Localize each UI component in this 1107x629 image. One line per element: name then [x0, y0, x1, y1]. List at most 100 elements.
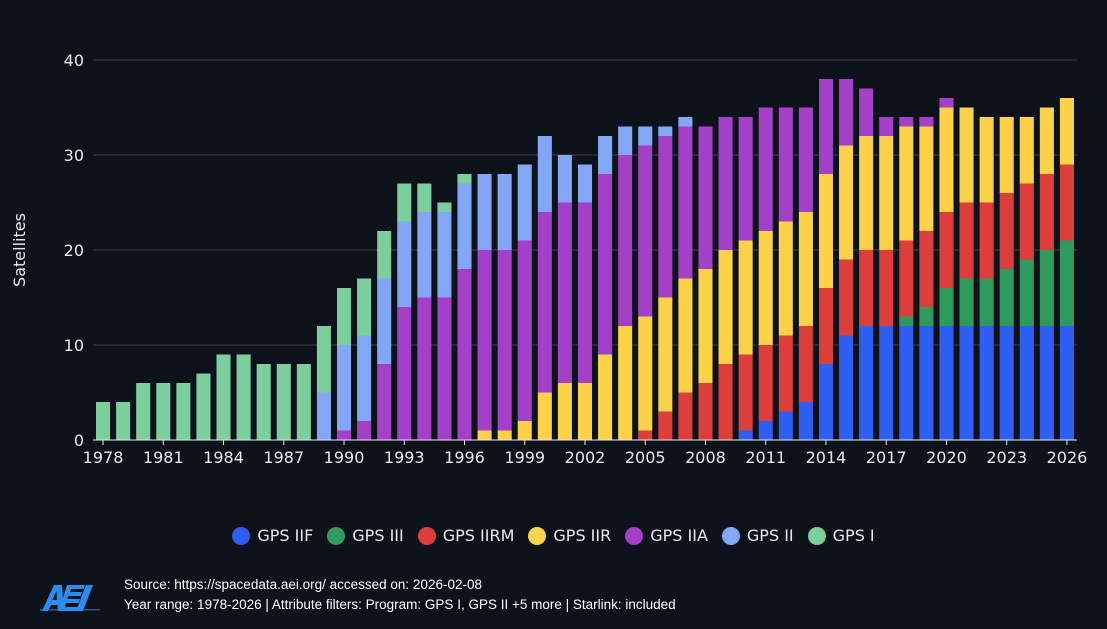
bar-segment-gps-iia-2006	[658, 136, 673, 298]
bar-segment-gps-i-1982	[176, 383, 191, 440]
bar-segment-gps-i-1986	[256, 364, 271, 440]
bar-segment-gps-iir-1997	[477, 430, 492, 440]
bar-segment-gps-ii-1993	[397, 221, 412, 307]
bar-segment-gps-iirm-2019	[919, 231, 934, 307]
legend-label: GPS IIF	[257, 526, 314, 545]
bar-segment-gps-iia-2019	[919, 117, 934, 127]
bar-segment-gps-iir-2018	[899, 126, 914, 241]
legend-item-gps-i[interactable]: GPS I	[807, 526, 875, 545]
bar-segment-gps-iir-2010	[738, 240, 753, 355]
legend-item-gps-iif[interactable]: GPS IIF	[232, 526, 313, 545]
legend-item-gps-iirm[interactable]: GPS IIRM	[417, 526, 514, 545]
bar-segment-gps-iif-2026	[1059, 326, 1074, 440]
bar-segment-gps-iirm-2024	[1019, 183, 1034, 260]
legend-swatch	[625, 526, 644, 545]
bar-segment-gps-iif-2024	[1019, 326, 1034, 440]
bar-segment-gps-iii-2025	[1039, 250, 1054, 326]
legend-swatch	[721, 526, 740, 545]
legend-label: GPS IIA	[650, 526, 708, 545]
bar-segment-gps-iirm-2011	[758, 345, 773, 421]
x-tick-label: 1996	[444, 448, 485, 467]
x-tick-label: 2011	[745, 448, 786, 467]
bar-segment-gps-iirm-2020	[939, 212, 954, 288]
y-tick-label: 0	[74, 431, 84, 450]
bar-segment-gps-iir-2011	[758, 231, 773, 345]
legend-label: GPS II	[746, 526, 794, 545]
bar-segment-gps-iia-2017	[879, 117, 894, 136]
bar-segment-gps-ii-1997	[477, 174, 492, 250]
y-tick-label: 20	[64, 241, 84, 260]
legend-item-gps-iii[interactable]: GPS III	[327, 526, 404, 545]
footer: Source: https://spacedata.aei.org/ acces…	[40, 575, 1040, 619]
bar-segment-gps-i-1981	[156, 383, 171, 440]
bar-segment-gps-iir-2001	[557, 383, 572, 440]
bar-segment-gps-iif-2017	[879, 326, 894, 440]
x-tick-label: 2017	[866, 448, 907, 467]
bar-segment-gps-iia-2014	[818, 79, 834, 174]
bar-segment-gps-i-1978	[96, 402, 111, 440]
bar-segment-gps-i-1991	[357, 278, 372, 336]
bar-segment-gps-iia-2003	[598, 174, 613, 355]
bar-segment-gps-iir-2009	[718, 250, 733, 364]
bar-segment-gps-iirm-2007	[678, 392, 693, 440]
bar-segment-gps-iif-2022	[979, 326, 994, 440]
bar-segment-gps-iia-2001	[557, 202, 572, 383]
bar-segment-gps-iia-2005	[638, 145, 653, 317]
bar-segment-gps-iir-2007	[678, 278, 693, 393]
bar-segment-gps-ii-1996	[457, 183, 472, 269]
bar-segment-gps-iirm-2016	[859, 250, 874, 326]
bar-segment-gps-iir-2013	[798, 212, 813, 326]
bar-segment-gps-iirm-2006	[658, 411, 673, 440]
bar-segment-gps-iir-2003	[598, 354, 613, 440]
bar-segment-gps-iirm-2023	[999, 193, 1014, 269]
bar-segment-gps-iirm-2018	[899, 240, 914, 317]
bar-segment-gps-ii-2006	[658, 126, 673, 136]
bar-segment-gps-iir-2015	[839, 145, 854, 260]
bar-segment-gps-i-1985	[236, 354, 251, 440]
bar-segment-gps-iir-2014	[818, 174, 834, 288]
bar-segment-gps-iia-2012	[778, 107, 793, 222]
bar-segment-gps-iir-2026	[1059, 98, 1074, 165]
bar-segment-gps-ii-2003	[598, 136, 613, 174]
bar-segment-gps-iir-2004	[618, 326, 633, 440]
bar-segment-gps-iia-2016	[859, 88, 874, 136]
bar-segment-gps-iia-1995	[437, 297, 452, 440]
chart-legend: GPS IIF GPS III GPS IIRM GPS IIR GPS IIA GPS …	[0, 526, 1107, 545]
bar-segment-gps-iif-2023	[999, 326, 1014, 440]
bar-segment-gps-iirm-2010	[738, 354, 753, 431]
bar-segment-gps-iif-2011	[758, 421, 773, 440]
bar-segment-gps-iir-2005	[638, 316, 653, 431]
bar-segment-gps-iii-2023	[999, 269, 1014, 326]
bar-segment-gps-iirm-2005	[638, 430, 653, 440]
legend-swatch	[807, 526, 826, 545]
bar-segment-gps-iirm-2025	[1039, 174, 1054, 250]
bar-segment-gps-iif-2013	[798, 402, 813, 440]
x-tick-label: 2023	[986, 448, 1027, 467]
legend-item-gps-iir[interactable]: GPS IIR	[528, 526, 611, 545]
legend-item-gps-ii[interactable]: GPS II	[721, 526, 794, 545]
bar-segment-gps-iirm-2014	[818, 288, 834, 364]
bar-segment-gps-i-1987	[276, 364, 291, 440]
bar-segment-gps-ii-2001	[557, 155, 572, 203]
bar-segment-gps-iirm-2026	[1059, 164, 1074, 241]
bar-segment-gps-iii-2020	[939, 288, 954, 326]
bar-segment-gps-iia-1997	[477, 250, 492, 431]
bar-segment-gps-iia-1991	[357, 421, 372, 440]
legend-item-gps-iia[interactable]: GPS IIA	[625, 526, 708, 545]
legend-label: GPS I	[832, 526, 875, 545]
x-tick-label: 2002	[565, 448, 606, 467]
bar-segment-gps-iia-2020	[939, 98, 954, 108]
bar-segment-gps-i-1980	[136, 383, 151, 440]
bar-segment-gps-iir-2021	[959, 107, 974, 203]
bar-segment-gps-iir-2024	[1019, 117, 1034, 184]
bar-segment-gps-ii-1994	[417, 212, 432, 298]
bar-segment-gps-iir-2006	[658, 297, 673, 412]
bar-segment-gps-iia-1998	[497, 250, 512, 431]
bar-segment-gps-iia-1993	[397, 307, 412, 440]
bar-segment-gps-iir-2012	[778, 221, 793, 336]
bar-segment-gps-iia-1999	[517, 240, 532, 421]
bar-marks	[96, 79, 1074, 440]
bar-segment-gps-i-1996	[457, 174, 472, 184]
bar-segment-gps-iirm-2015	[839, 259, 854, 336]
bar-segment-gps-ii-1992	[377, 278, 392, 364]
